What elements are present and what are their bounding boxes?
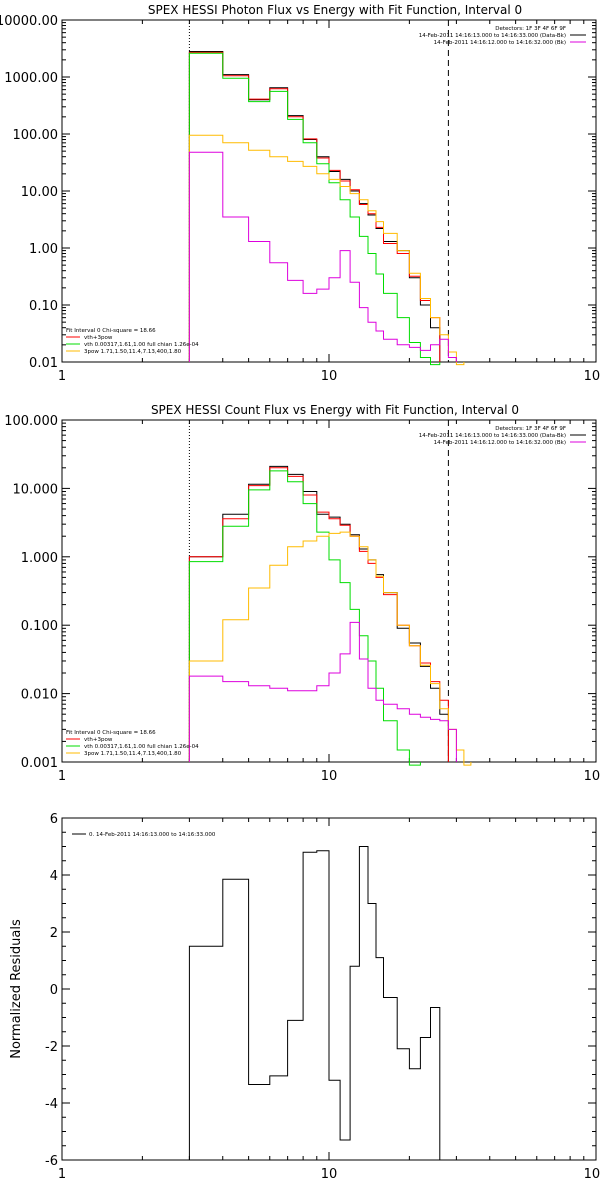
x-tick-label: 10 <box>321 769 338 784</box>
residuals-series-line <box>188 846 441 1160</box>
count-info-line: Detectors: 1F 3F 4F 6F 9F <box>495 426 566 432</box>
x-tick-label: 100 <box>584 769 600 784</box>
y-tick-label: 0.100 <box>21 619 58 634</box>
y-tick-label: -2 <box>45 1040 58 1055</box>
y-tick-label: 10000.00 <box>0 14 58 29</box>
y-tick-label: 1000.00 <box>4 71 58 86</box>
photon-fit-legend-title: Fit Interval 0 Chi-square = 18.66 <box>66 328 156 334</box>
y-tick-label: 1.000 <box>21 551 58 566</box>
count-flux-panel: SPEX HESSI Count Flux vs Energy with Fit… <box>4 403 600 784</box>
data-series <box>188 465 449 762</box>
count-fit-label: vth 0.00317,1.61,1.00 full chian 1.26e-0… <box>84 744 199 750</box>
count-fit-label: vth+3pow <box>84 737 113 743</box>
residuals-series <box>188 846 441 1160</box>
residuals-legend-label: 0. 14-Feb-2011 14:16:13.000 to 14:16:33.… <box>89 832 216 838</box>
y-tick-label: 0.01 <box>29 356 58 371</box>
count-chart-title: SPEX HESSI Count Flux vs Energy with Fit… <box>151 403 519 417</box>
photon-plot-frame <box>61 19 597 363</box>
photon-info-line: 14-Feb-2011 14:16:13.000 to 14:16:33.000… <box>419 33 566 39</box>
photon-info-line: 14-Feb-2011 14:16:12.000 to 14:16:32.000… <box>434 40 566 46</box>
y-tick-label: 2 <box>50 926 58 941</box>
y-tick-label: 1.00 <box>29 242 58 257</box>
y-tick-label: 4 <box>50 869 58 884</box>
power-law-series <box>188 531 472 766</box>
y-tick-label: -6 <box>45 1154 58 1169</box>
photon-flux-panel: SPEX HESSI Photon Flux vs Energy with Fi… <box>0 3 600 384</box>
x-tick-label: 100 <box>584 369 600 384</box>
photon-info-box: Detectors: 1F 3F 4F 6F 9F 14-Feb-2011 14… <box>419 26 586 46</box>
y-tick-label: 10.000 <box>13 482 59 497</box>
count-axes: 1 10 100 100.000 10.000 1.000 0.100 0.010 0.001 <box>4 414 600 784</box>
x-tick-label: 1 <box>58 769 66 784</box>
residuals-legend: 0. 14-Feb-2011 14:16:13.000 to 14:16:33.… <box>72 832 216 838</box>
y-tick-label: 10.00 <box>21 185 58 200</box>
photon-fit-label: vth 0.00317,1.61,1.00 full chian 1.26e-0… <box>84 342 199 348</box>
x-tick-label: 1 <box>58 369 66 384</box>
photon-chart-title: SPEX HESSI Photon Flux vs Energy with Fi… <box>148 3 522 17</box>
photon-fit-legend: Fit Interval 0 Chi-square = 18.66 vth+3p… <box>66 328 199 355</box>
count-series <box>188 465 472 766</box>
x-tick-label: 10 <box>321 1167 338 1182</box>
photon-range-markers <box>188 20 449 362</box>
x-tick-label: 10 <box>321 369 338 384</box>
photon-fit-label: 3pow 1.71,1.50,11.4,7.13,400,1.80 <box>84 349 182 355</box>
background-series <box>188 621 457 762</box>
data-series <box>188 51 441 362</box>
thermal-series <box>188 470 421 766</box>
residuals-ylabel: Normalized Residuals <box>9 919 24 1059</box>
fit-total-series <box>188 467 449 762</box>
x-tick-label: 100 <box>584 1167 600 1182</box>
count-fit-label: 3pow 1.71,1.50,11.4,7.13,400,1.80 <box>84 751 182 757</box>
thermal-series <box>188 52 441 366</box>
count-info-line: 14-Feb-2011 14:16:12.000 to 14:16:32.000… <box>434 440 566 446</box>
y-tick-label: 6 <box>50 812 58 827</box>
y-tick-label: 0.001 <box>21 756 58 771</box>
fit-total-series <box>188 51 441 362</box>
count-info-box: Detectors: 1F 3F 4F 6F 9F 14-Feb-2011 14… <box>419 426 586 446</box>
power-law-series <box>188 134 465 366</box>
photon-info-line: Detectors: 1F 3F 4F 6F 9F <box>495 26 566 32</box>
photon-axes: 1 10 100 10000.00 1000.00 100.00 10.00 1.00 0.10… <box>0 14 600 384</box>
y-tick-label: 0 <box>50 983 58 998</box>
y-tick-label: 0.10 <box>29 299 58 314</box>
count-info-line: 14-Feb-2011 14:16:13.000 to 14:16:33.000… <box>419 433 566 439</box>
y-tick-label: 100.000 <box>4 414 58 429</box>
y-tick-label: 100.00 <box>13 128 59 143</box>
x-tick-label: 1 <box>58 1167 66 1182</box>
background-series <box>188 151 457 362</box>
count-fit-legend: Fit Interval 0 Chi-square = 18.66 vth+3p… <box>66 730 199 757</box>
photon-series <box>188 51 465 366</box>
count-fit-legend-title: Fit Interval 0 Chi-square = 18.66 <box>66 730 156 736</box>
y-tick-label: -4 <box>45 1097 58 1112</box>
photon-fit-label: vth+3pow <box>84 335 113 341</box>
y-tick-label: 0.010 <box>21 688 58 703</box>
residuals-axes: 1 10 100 6 4 2 0 -2 -4 -6 <box>45 812 600 1182</box>
residuals-panel: Normalized Residuals 1 10 100 6 4 2 0 -2 -4 -6 0.… <box>9 812 600 1182</box>
count-plot-frame <box>61 419 597 763</box>
